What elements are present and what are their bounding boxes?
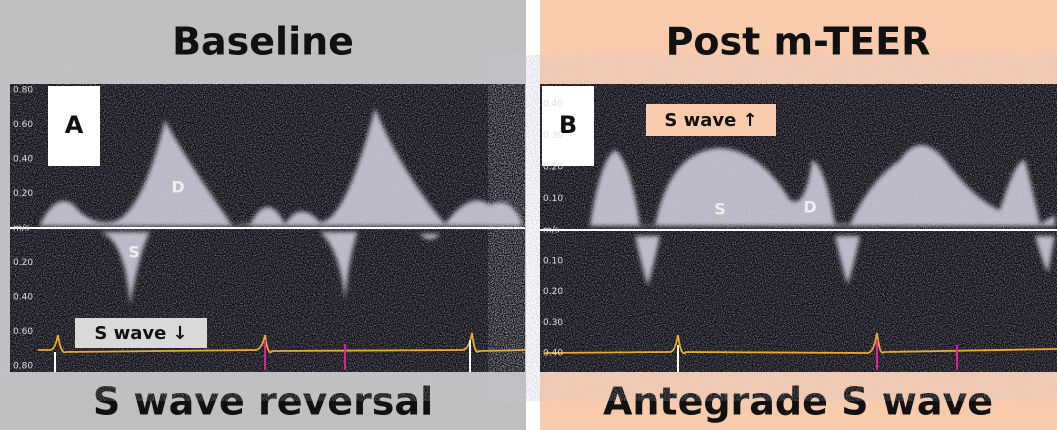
tick-label: 0.40 [13,293,33,303]
tick-label: 0.80 [13,86,33,96]
tick-label: 0.20 [543,287,563,297]
tick-label: 0.40 [543,100,563,110]
tick-label: 0.30 [543,318,563,328]
annotation: S [714,200,726,219]
annotation: S [128,243,140,262]
panel-label: A [65,111,84,139]
tick-label: 0.40 [543,349,563,359]
tick-label: 0.30 [543,131,563,141]
tick-label: 0.40 [13,155,33,165]
panel-caption: S wave reversal [93,380,433,424]
axis: 0.80 0.60 0.40 0.20 0.20 0.40 0.60 0.80 [13,86,33,372]
annotation: D [803,198,816,217]
unit-label: m/s [543,226,560,236]
panel-title: Baseline [172,20,354,64]
annotation: D [171,178,184,197]
panel-caption: Antegrade S wave [603,380,993,424]
doppler-image [540,84,1057,372]
tick-label: 0.20 [543,163,563,173]
axis: 0.40 0.30 0.20 0.10 0.10 0.20 0.30 0.40 [543,100,563,359]
tick-label: 0.10 [543,256,563,266]
callout: S wave ↑ [664,110,757,131]
unit-label: m/s [13,224,30,234]
tick-label: 0.20 [13,189,33,199]
tick-label: 0.80 [13,362,33,372]
tick-label: 0.20 [13,258,33,268]
callout: S wave ↓ [94,323,187,344]
doppler-image [10,84,526,372]
tick-label: 0.60 [13,327,33,337]
tick-label: 0.10 [543,194,563,204]
tick-label: 0.60 [13,120,33,130]
panel-label: B [559,111,577,139]
panel-title: Post m-TEER [666,20,931,64]
